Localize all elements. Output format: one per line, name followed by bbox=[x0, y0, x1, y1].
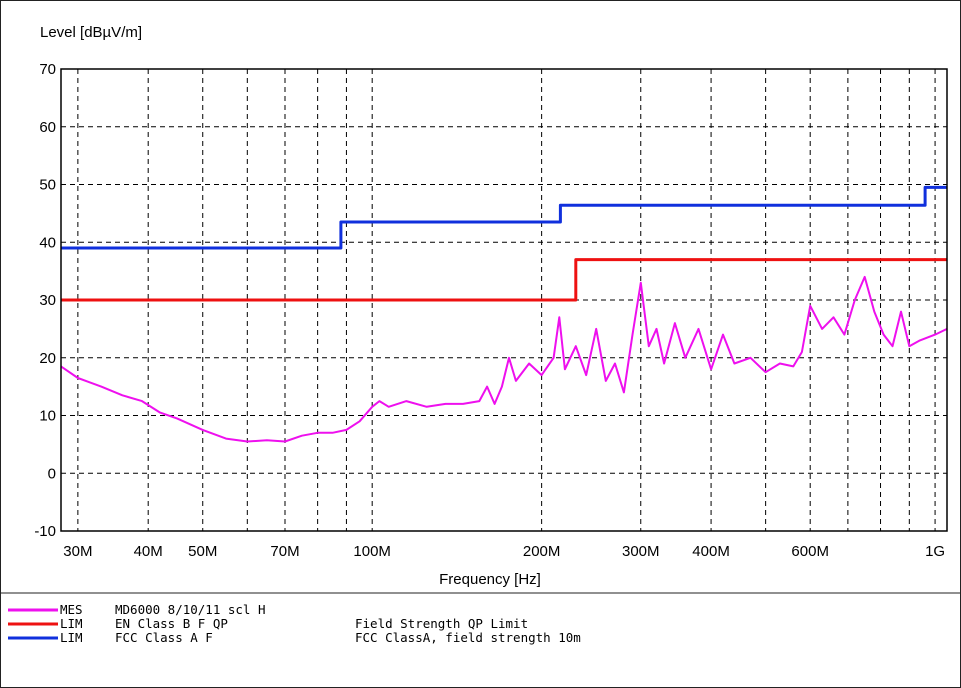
series-line bbox=[61, 258, 947, 302]
legend-name: EN Class B F QP bbox=[115, 616, 228, 631]
legend-description: FCC ClassA, field strength 10m bbox=[355, 630, 581, 645]
y-tick-label: 50 bbox=[39, 177, 56, 194]
legend-type: LIM bbox=[60, 616, 83, 631]
tick-labels: -10 0 10 20 30 40 50 60 70 30M 40M 50M 70M 100M 200M 30… bbox=[34, 61, 945, 560]
x-tick-label: 200M bbox=[523, 543, 561, 560]
series-line bbox=[61, 275, 947, 443]
legend-name: FCC Class A F bbox=[115, 630, 213, 645]
x-tick-label: 50M bbox=[188, 543, 217, 560]
x-tick-label: 400M bbox=[692, 543, 730, 560]
legend-type: MES bbox=[60, 602, 83, 617]
y-tick-label: 60 bbox=[39, 119, 56, 136]
series-line bbox=[61, 185, 947, 250]
legend: MES MD6000 8/10/11 scl H LIM EN Class B F Q… bbox=[8, 602, 581, 645]
y-axis-label: Level [dBµV/m] bbox=[40, 24, 142, 41]
x-tick-label: 1G bbox=[925, 543, 945, 560]
y-tick-label: 10 bbox=[39, 408, 56, 425]
x-tick-label: 40M bbox=[134, 543, 163, 560]
x-tick-label: 600M bbox=[791, 543, 829, 560]
plot-area-border bbox=[60, 68, 948, 532]
y-tick-label: 0 bbox=[48, 465, 56, 482]
x-tick-label: 300M bbox=[622, 543, 660, 560]
x-axis-label: Frequency [Hz] bbox=[439, 571, 541, 588]
x-tick-label: 30M bbox=[63, 543, 92, 560]
legend-description: Field Strength QP Limit bbox=[355, 616, 528, 631]
y-tick-label: 20 bbox=[39, 350, 56, 367]
y-tick-label: 30 bbox=[39, 292, 56, 309]
x-tick-label: 100M bbox=[353, 543, 391, 560]
y-tick-label: 70 bbox=[39, 61, 56, 78]
y-tick-label: -10 bbox=[34, 523, 56, 540]
y-tick-label: 40 bbox=[39, 234, 56, 251]
legend-name: MD6000 8/10/11 scl H bbox=[115, 602, 266, 617]
series-group bbox=[61, 185, 947, 443]
legend-type: LIM bbox=[60, 630, 83, 645]
x-tick-label: 70M bbox=[270, 543, 299, 560]
